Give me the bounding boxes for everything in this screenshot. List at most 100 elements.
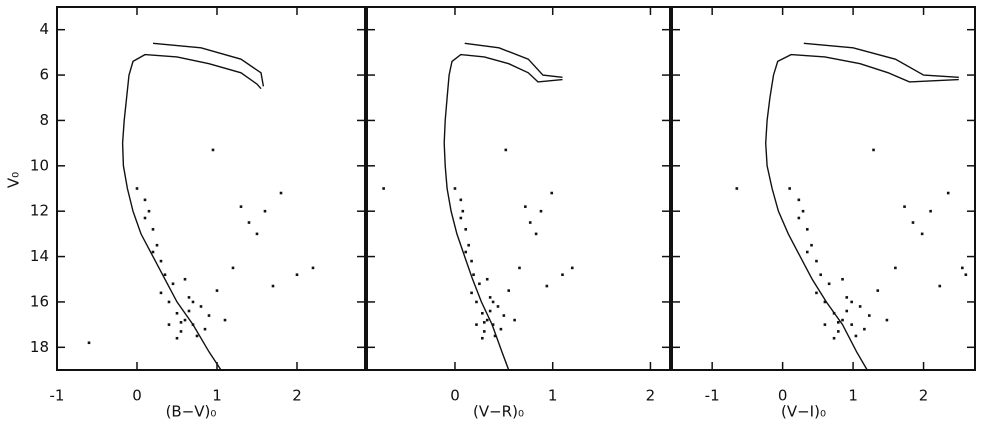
star [819, 273, 822, 277]
star [215, 289, 219, 292]
star [263, 209, 267, 213]
x-axis-label: (V−R)₀ [473, 403, 524, 421]
star [311, 266, 315, 270]
y-tick-label: 12 [30, 202, 49, 220]
star [482, 330, 486, 333]
star [961, 266, 964, 270]
star [191, 323, 195, 326]
star [841, 277, 844, 281]
star [894, 266, 897, 270]
panel-frame [366, 6, 671, 371]
y-tick-label: 6 [39, 66, 49, 84]
star [854, 334, 858, 338]
star [464, 228, 468, 231]
x-tick-label: 0 [132, 387, 142, 405]
x-axis-label: (V−I)₀ [781, 403, 826, 421]
star [167, 323, 171, 326]
star [805, 228, 809, 231]
star [903, 205, 906, 208]
star [199, 305, 203, 308]
star [868, 314, 871, 317]
star [183, 277, 187, 281]
star [151, 228, 155, 231]
star [920, 232, 924, 236]
star [504, 148, 508, 152]
star [832, 311, 836, 315]
star [255, 232, 259, 236]
star [507, 289, 511, 292]
star [850, 323, 853, 326]
star [518, 266, 521, 270]
star [279, 191, 283, 195]
star [475, 300, 478, 304]
star [815, 259, 818, 263]
star [382, 187, 385, 190]
star [179, 321, 183, 324]
star [175, 311, 179, 315]
panel-frame [671, 6, 976, 371]
star [735, 187, 739, 190]
isochrone [764, 42, 959, 371]
star [207, 314, 211, 317]
star [539, 209, 543, 213]
star [459, 216, 463, 220]
y-tick-label: 14 [30, 247, 49, 265]
star [845, 296, 849, 299]
star [295, 273, 299, 277]
star [223, 318, 227, 322]
x-tick-label: -1 [705, 387, 720, 405]
star [461, 209, 465, 213]
star [938, 284, 942, 288]
star [788, 187, 791, 190]
y-tick-label: 18 [30, 338, 49, 356]
star [850, 300, 853, 304]
star [836, 330, 840, 333]
star [191, 300, 195, 304]
star [203, 327, 207, 331]
star [470, 259, 473, 263]
star [481, 336, 484, 340]
star [810, 243, 813, 247]
star [481, 311, 484, 315]
star [179, 330, 183, 333]
star [464, 250, 468, 254]
star [143, 216, 147, 220]
star [836, 321, 840, 324]
star [459, 198, 463, 202]
star [946, 191, 950, 195]
star [482, 321, 486, 324]
star [239, 205, 243, 208]
x-tick-label: 1 [548, 387, 558, 405]
star [493, 334, 497, 338]
star [845, 309, 849, 313]
x-tick-label: 2 [919, 387, 929, 405]
panel-frame [56, 6, 366, 371]
star [797, 216, 801, 220]
y-tick-label: 4 [39, 20, 49, 38]
star [858, 305, 862, 308]
star [872, 148, 875, 152]
star [135, 187, 139, 190]
star [159, 291, 163, 295]
star [171, 282, 175, 286]
x-tick-label: 2 [292, 387, 302, 405]
star [453, 187, 457, 190]
star [823, 323, 827, 326]
x-tick-label: 2 [646, 387, 656, 405]
y-axis-label: V₀ [5, 172, 23, 188]
star [561, 273, 564, 277]
star [513, 318, 516, 322]
star [545, 284, 549, 288]
star [187, 309, 191, 313]
star [491, 323, 495, 326]
y-tick-label: 8 [39, 111, 49, 129]
star [187, 296, 191, 299]
star [524, 205, 527, 208]
star [485, 277, 489, 281]
star [467, 243, 470, 247]
star [183, 318, 187, 322]
star [534, 232, 538, 236]
x-tick-label: -1 [50, 387, 65, 405]
star [195, 334, 199, 338]
star [147, 209, 151, 213]
